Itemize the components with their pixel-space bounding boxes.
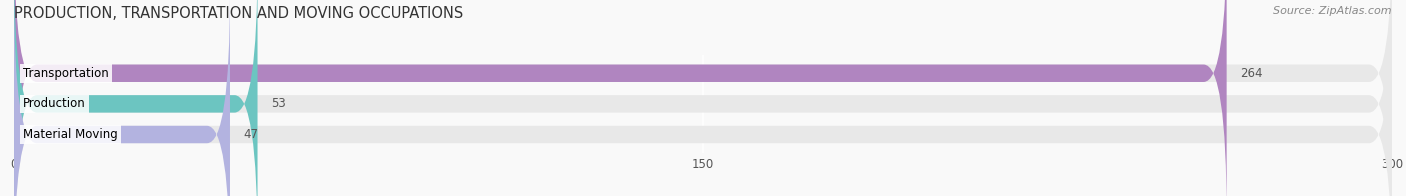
FancyBboxPatch shape <box>14 0 1392 196</box>
Text: Source: ZipAtlas.com: Source: ZipAtlas.com <box>1274 6 1392 16</box>
Text: Material Moving: Material Moving <box>24 128 118 141</box>
Text: Production: Production <box>24 97 86 110</box>
FancyBboxPatch shape <box>14 0 1392 196</box>
Text: PRODUCTION, TRANSPORTATION AND MOVING OCCUPATIONS: PRODUCTION, TRANSPORTATION AND MOVING OC… <box>14 6 464 21</box>
FancyBboxPatch shape <box>14 0 257 196</box>
FancyBboxPatch shape <box>14 0 231 196</box>
FancyBboxPatch shape <box>14 0 1392 196</box>
Text: 264: 264 <box>1240 67 1263 80</box>
FancyBboxPatch shape <box>14 0 1226 196</box>
Text: Transportation: Transportation <box>24 67 110 80</box>
Text: 53: 53 <box>271 97 285 110</box>
Text: 47: 47 <box>243 128 259 141</box>
